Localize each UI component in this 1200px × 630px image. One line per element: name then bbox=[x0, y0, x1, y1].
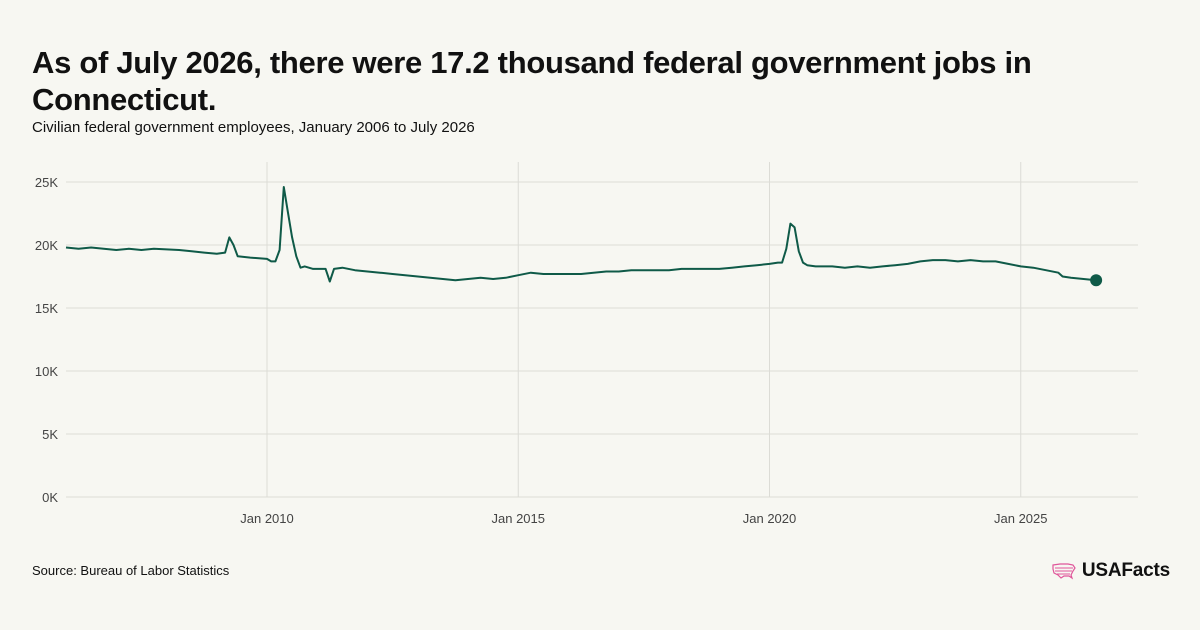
x-tick-label: Jan 2010 bbox=[240, 511, 294, 526]
y-tick-label: 15K bbox=[35, 301, 58, 316]
y-tick-label: 0K bbox=[42, 490, 58, 505]
chart-title: As of July 2026, there were 17.2 thousan… bbox=[32, 45, 1032, 118]
y-tick-label: 20K bbox=[35, 238, 58, 253]
latest-value-marker bbox=[1090, 274, 1103, 287]
brand-logo: USAFacts bbox=[1052, 560, 1170, 582]
x-tick-label: Jan 2025 bbox=[994, 511, 1048, 526]
y-tick-label: 10K bbox=[35, 364, 58, 379]
x-tick-label: Jan 2020 bbox=[743, 511, 797, 526]
x-tick-label: Jan 2015 bbox=[492, 511, 546, 526]
chart-subtitle: Civilian federal government employees, J… bbox=[32, 119, 475, 136]
usa-map-icon bbox=[1052, 563, 1076, 580]
y-tick-label: 5K bbox=[42, 427, 58, 442]
y-tick-label: 25K bbox=[35, 175, 58, 190]
source-note: Source: Bureau of Labor Statistics bbox=[32, 563, 230, 578]
brand-name: USAFacts bbox=[1081, 560, 1170, 581]
series-line bbox=[65, 186, 1097, 283]
